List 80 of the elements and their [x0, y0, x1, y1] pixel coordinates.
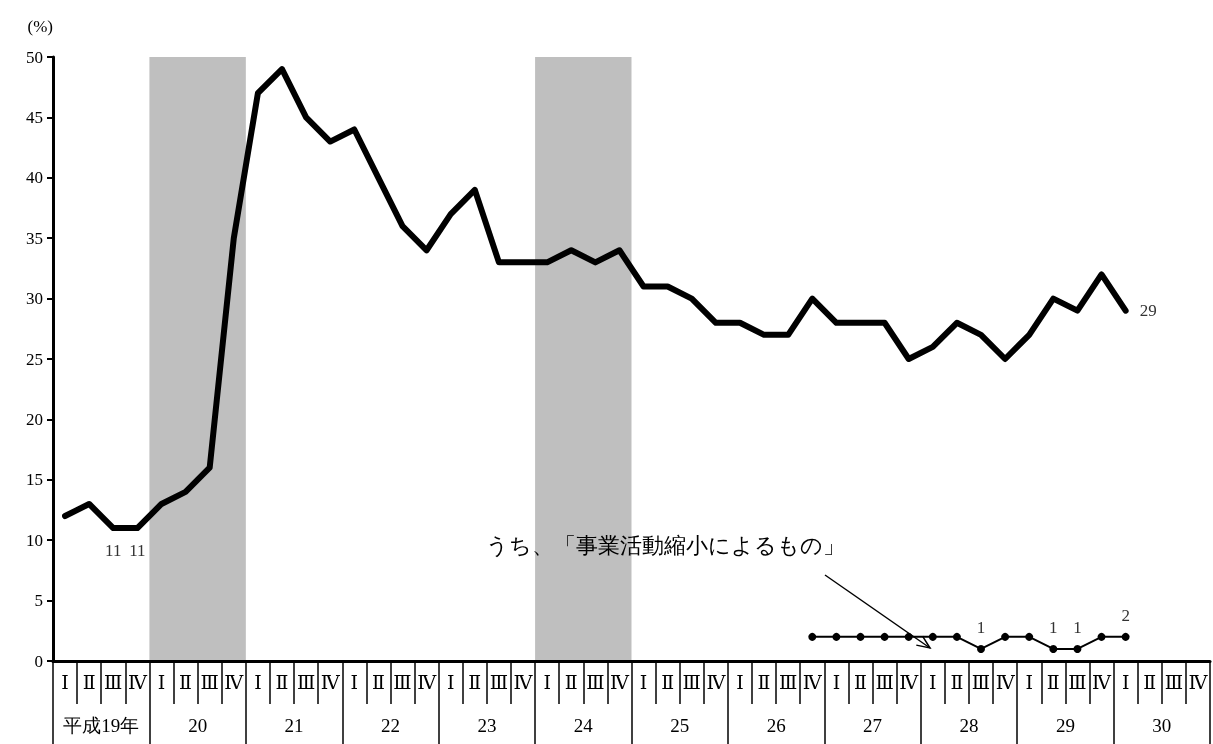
x-tick-label: Ⅲ — [200, 672, 219, 693]
data-label: 11 — [105, 541, 122, 561]
x-tick-label: Ⅳ — [609, 672, 630, 693]
x-tick-label: Ⅰ — [929, 672, 937, 693]
y-axis-title: (%) — [27, 17, 53, 36]
x2-tick-label: 20 — [188, 715, 208, 736]
x-tick-label: Ⅳ — [995, 672, 1016, 693]
x-tick-label: Ⅲ — [875, 672, 894, 693]
x-tick-label: Ⅰ — [157, 672, 166, 693]
x-tick-label: Ⅰ — [1025, 672, 1033, 693]
x-tick-label: Ⅱ — [1046, 672, 1060, 693]
x-tick-label: Ⅲ — [296, 672, 316, 693]
x2-tick-label: 平成19年 — [63, 715, 140, 736]
x2-tick-label: 25 — [670, 715, 690, 736]
x-tick-label: Ⅰ — [639, 672, 648, 693]
y-tick-label: 15 — [26, 470, 43, 490]
x-tick-label: Ⅰ — [350, 672, 359, 693]
x-tick-label: Ⅳ — [127, 672, 148, 693]
y-tick-label: 25 — [26, 349, 43, 369]
x-tick-label: Ⅳ — [417, 672, 438, 693]
x-tick-label: Ⅱ — [757, 672, 771, 693]
x2-tick-label: 30 — [1152, 715, 1172, 736]
x-tick-label: Ⅲ — [489, 672, 509, 693]
x-tick-label: Ⅲ — [971, 672, 991, 693]
x-tick-label: Ⅱ — [468, 672, 482, 693]
x-tick-label: Ⅰ — [254, 672, 262, 693]
x-tick-label: Ⅱ — [82, 672, 96, 693]
x-tick-label: Ⅱ — [564, 672, 578, 693]
x2-tick-label: 22 — [380, 715, 400, 736]
data-label: 1 — [1073, 617, 1082, 637]
y-tick-label: 40 — [26, 168, 43, 188]
data-label: 11 — [129, 541, 146, 561]
y-tick-label: 50 — [26, 47, 43, 67]
x2-tick-label: 21 — [284, 715, 304, 736]
data-label: 29 — [1139, 301, 1157, 321]
y-tick-label: 30 — [26, 289, 43, 309]
x-tick-label: Ⅱ — [275, 672, 289, 693]
x-tick-label: Ⅰ — [61, 672, 69, 693]
x2-tick-label: 23 — [477, 715, 497, 736]
x-tick-label: Ⅳ — [224, 672, 245, 693]
x-tick-label: Ⅲ — [104, 672, 123, 693]
x-tick-label: Ⅲ — [393, 672, 412, 693]
x-tick-label: Ⅳ — [706, 672, 727, 693]
x-tick-label: Ⅳ — [899, 672, 920, 693]
y-tick-label: 0 — [34, 651, 43, 671]
x-tick-label: Ⅲ — [586, 672, 605, 693]
x-tick-label: Ⅲ — [1068, 672, 1087, 693]
x-tick-label: Ⅳ — [1188, 672, 1209, 693]
x-tick-label: Ⅳ — [1092, 672, 1113, 693]
y-tick-label: 45 — [26, 107, 43, 127]
y-tick-label: 35 — [26, 228, 43, 248]
x2-tick-label: 29 — [1055, 715, 1075, 736]
x-tick-label: Ⅰ — [736, 672, 744, 693]
x-tick-label: Ⅳ — [802, 672, 823, 693]
x-tick-label: Ⅰ — [832, 672, 841, 693]
data-label: 1 — [1049, 617, 1058, 637]
x-tick-label: Ⅱ — [950, 672, 964, 693]
x-tick-label: Ⅳ — [513, 672, 534, 693]
x-tick-label: Ⅲ — [1164, 672, 1184, 693]
x-tick-label: Ⅰ — [543, 672, 551, 693]
x-tick-label: Ⅲ — [682, 672, 701, 693]
x-tick-label: Ⅰ — [446, 672, 455, 693]
x2-tick-label: 28 — [959, 715, 979, 736]
x-tick-label: Ⅱ — [661, 672, 675, 693]
x2-tick-label: 27 — [863, 715, 883, 736]
data-label: 2 — [1121, 605, 1130, 625]
y-tick-label: 10 — [26, 530, 43, 550]
x-tick-label: Ⅱ — [1143, 672, 1157, 693]
data-label: 1 — [976, 617, 986, 637]
x-tick-label: Ⅳ — [320, 672, 341, 693]
x2-tick-label: 26 — [766, 715, 786, 736]
x-tick-label: Ⅱ — [854, 672, 867, 693]
annotation: うち、「事業活動縮小によるもの」 — [486, 533, 845, 558]
y-tick-label: 5 — [34, 591, 43, 611]
x-tick-label: Ⅰ — [1121, 672, 1130, 693]
x2-tick-label: 24 — [573, 715, 594, 736]
x-tick-label: Ⅲ — [779, 672, 798, 693]
y-tick-label: 20 — [26, 409, 43, 429]
x-tick-label: Ⅱ — [179, 672, 193, 693]
x-tick-label: Ⅱ — [371, 672, 385, 693]
